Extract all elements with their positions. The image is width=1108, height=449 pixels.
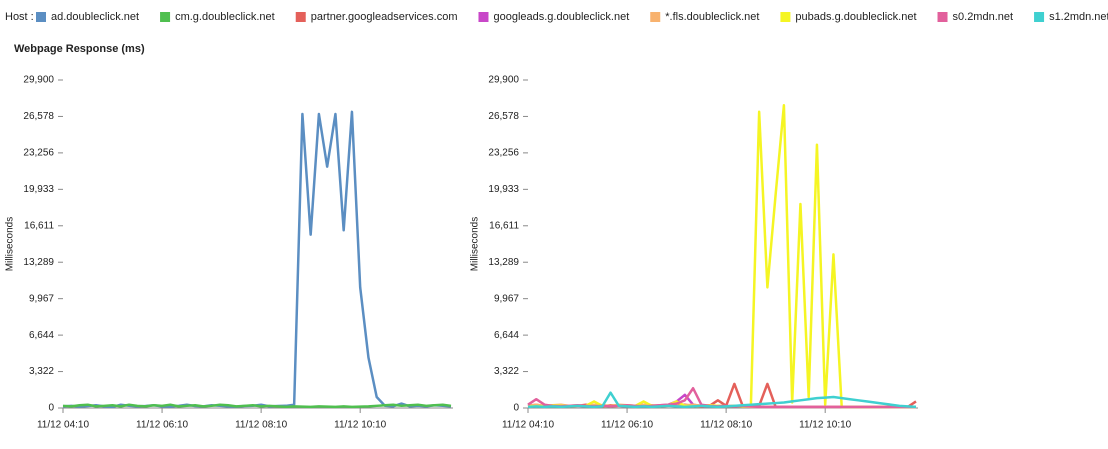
chart-title: Webpage Response (ms) [14,43,145,55]
y-tick-label: 6,644 [494,330,519,341]
y-tick-label: 19,933 [23,184,54,195]
legend-label: cm.g.doubleclick.net [175,11,275,23]
series-line [62,110,452,409]
series-line [527,103,916,409]
y-tick-label: 3,322 [494,366,519,377]
y-tick-label: 13,289 [23,257,54,268]
y-tick-label: 9,967 [494,293,519,304]
series-line [527,382,917,409]
legend-label: ad.doubleclick.net [51,11,139,23]
legend-label: googleads.g.doubleclick.net [493,11,629,23]
legend-label: pubads.g.doubleclick.net [795,11,916,23]
legend-label: partner.googleadservices.com [311,11,458,23]
y-tick-label: 29,900 [23,75,54,86]
y-tick-label: 23,256 [23,148,54,159]
legend-swatch [937,12,948,22]
x-tick-label: 11/12 06:10 [601,420,654,431]
legend-swatch [478,12,489,22]
legend-swatch [650,12,661,22]
x-tick-label: 11/12 06:10 [136,420,189,431]
y-tick-label: 23,256 [488,148,519,159]
legend-swatch [36,12,46,22]
y-tick-label: 26,578 [23,111,54,122]
y-tick-label: 26,578 [488,111,519,122]
x-tick-label: 11/12 04:10 [37,420,90,431]
y-tick-label: 29,900 [488,75,519,86]
y-axis-label: Milliseconds [470,217,481,271]
y-tick-label: 0 [48,403,54,414]
legend-swatch [780,12,791,22]
x-tick-label: 11/12 08:10 [700,420,753,431]
legend-swatch [160,12,171,22]
y-tick-label: 16,611 [489,220,519,231]
y-tick-label: 6,644 [29,330,54,341]
legend-title: Host : [5,11,34,23]
y-tick-label: 16,611 [24,220,54,231]
legend-label: s1.2mdn.net [1049,11,1108,23]
y-tick-label: 0 [513,403,519,414]
y-tick-label: 13,289 [488,257,519,268]
legend-label: s0.2mdn.net [953,11,1014,23]
y-tick-label: 19,933 [488,184,519,195]
y-tick-label: 9,967 [29,293,54,304]
series-line [527,391,917,409]
y-tick-label: 3,322 [29,366,54,377]
legend-swatch [1034,12,1045,22]
series-line [62,403,452,409]
y-axis-label: Milliseconds [5,217,16,271]
legend-swatch [295,12,306,22]
x-tick-label: 11/12 08:10 [235,420,288,431]
x-tick-label: 11/12 10:10 [334,420,387,431]
legend-label: *.fls.doubleclick.net [665,11,759,23]
x-tick-label: 11/12 04:10 [502,420,555,431]
x-tick-label: 11/12 10:10 [799,420,852,431]
